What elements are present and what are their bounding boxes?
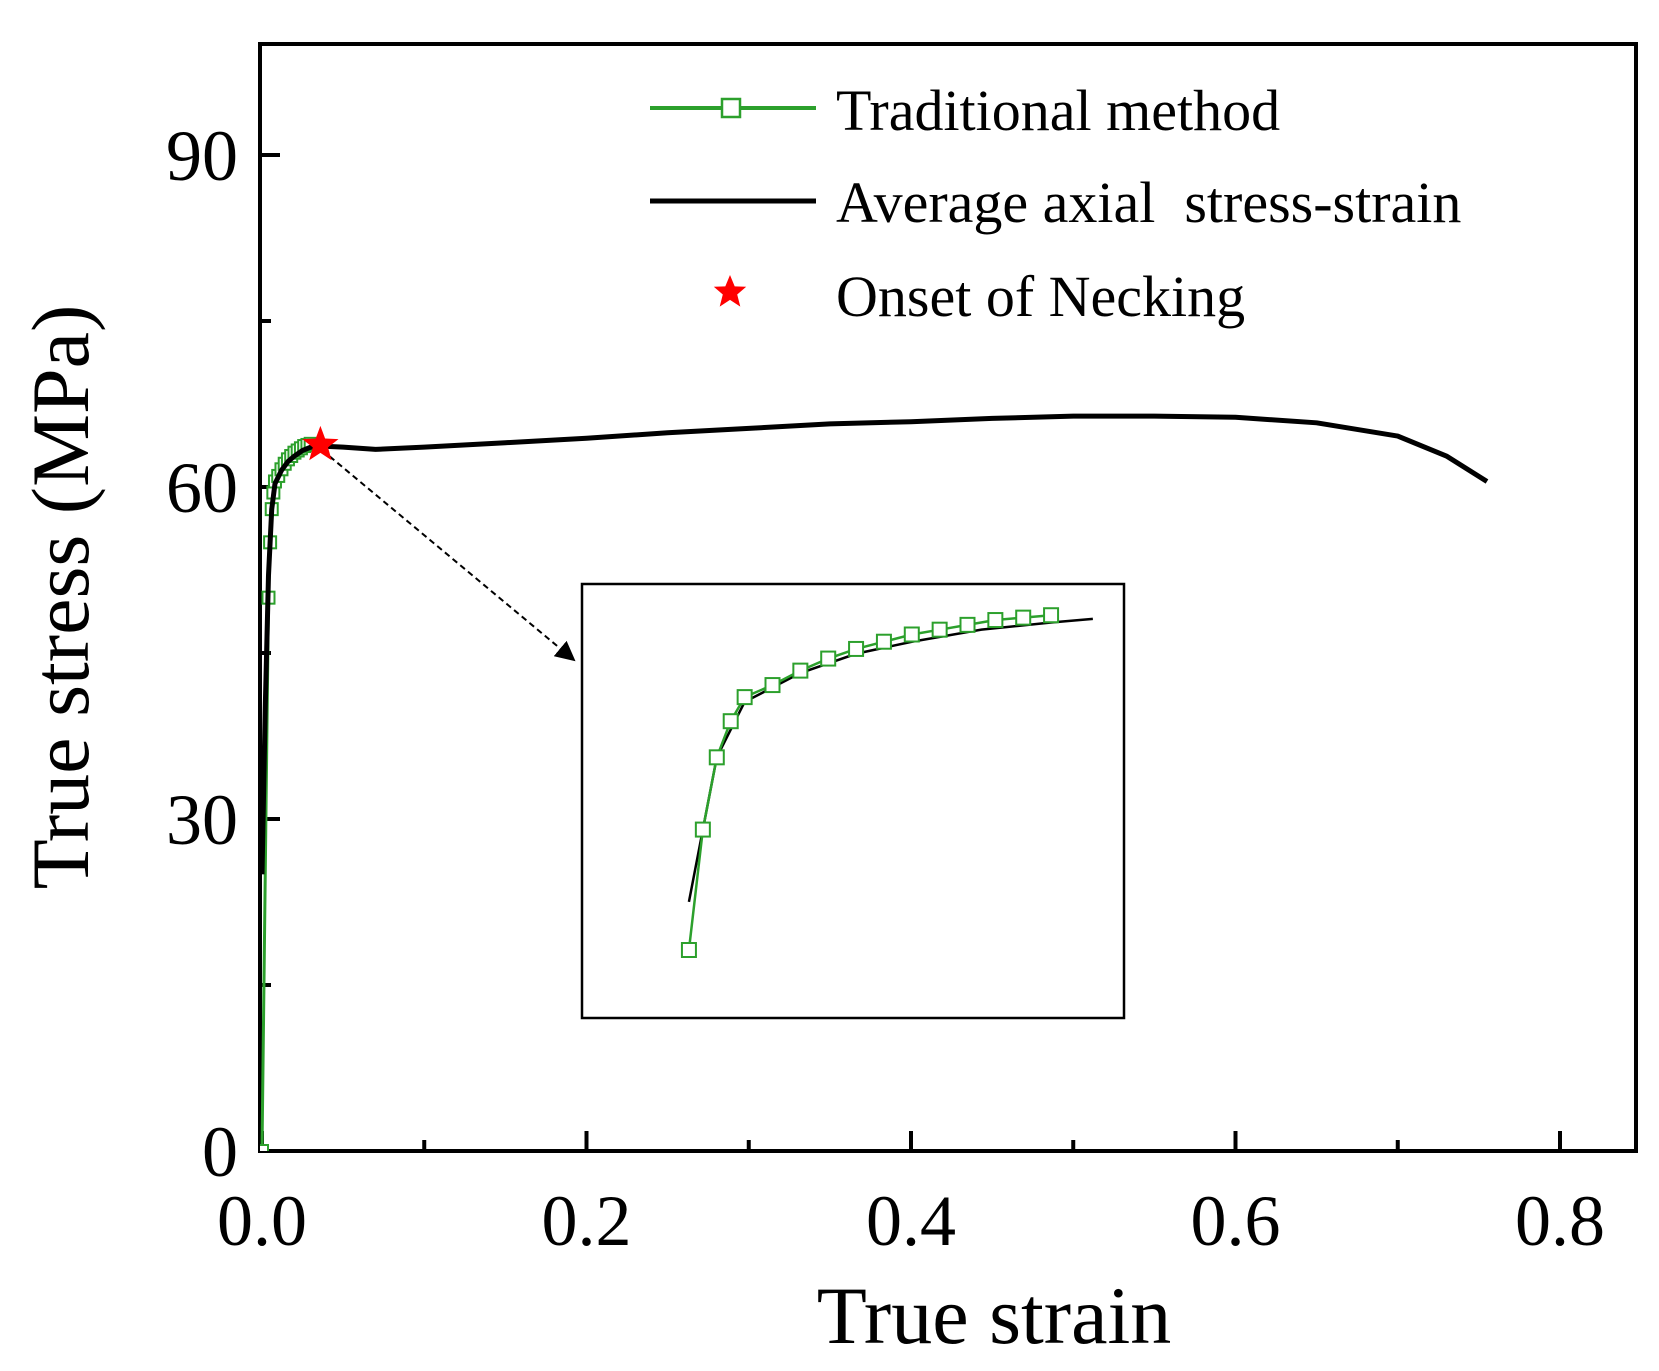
y-axis: 0 30 60 90 <box>166 116 280 1192</box>
onset-of-necking-star-icon <box>302 425 339 461</box>
inset-traditional-point <box>694 821 711 838</box>
inset-traditional-point <box>1015 609 1032 626</box>
inset-traditional-point <box>736 689 753 706</box>
series-layer <box>260 413 1489 1151</box>
inset <box>580 582 1126 1020</box>
inset-traditional-point <box>959 616 976 633</box>
x-tick-label: 0.2 <box>542 1181 632 1261</box>
average-axial-stress-strain-line <box>260 413 1489 875</box>
inset-traditional-point <box>708 749 725 766</box>
legend-necking-label: Onset of Necking <box>836 264 1245 329</box>
y-tick-label: 0 <box>202 1112 238 1192</box>
legend-average-label: Average axial stress-strain <box>836 170 1461 235</box>
inset-series-layer <box>680 607 1093 958</box>
inset-traditional-point <box>1043 607 1060 624</box>
legend-traditional-marker <box>720 97 742 119</box>
x-tick-label: 0.0 <box>217 1181 307 1261</box>
x-tick-label: 0.4 <box>866 1181 956 1261</box>
legend-necking-star-icon <box>713 275 747 307</box>
y-tick-label: 90 <box>166 116 238 196</box>
inset-traditional-point <box>931 621 948 638</box>
traditional-method-point <box>260 1144 269 1151</box>
x-axis: 0.0 0.2 0.4 0.6 0.8 <box>217 1131 1605 1261</box>
x-tick-label: 0.8 <box>1515 1181 1605 1261</box>
inset-traditional-line <box>687 613 1052 951</box>
inset-traditional-point <box>820 650 837 667</box>
necking-arrow <box>321 449 576 662</box>
x-tick-label: 0.6 <box>1191 1181 1281 1261</box>
inset-traditional-point <box>680 942 697 958</box>
y-axis-label: True stress (MPa) <box>15 305 106 890</box>
inset-traditional-point <box>764 677 781 694</box>
y-tick-label: 30 <box>166 780 238 860</box>
x-axis-label: True strain <box>817 1270 1172 1361</box>
inset-traditional-point <box>903 626 920 643</box>
inset-traditional-point <box>792 662 809 679</box>
inset-traditional-point <box>987 612 1004 629</box>
plot-frame <box>258 42 1638 1153</box>
y-tick-label: 60 <box>166 448 238 528</box>
legend: Traditional method Average axial stress-… <box>650 78 1461 329</box>
inset-traditional-point <box>848 640 865 657</box>
legend-traditional-label: Traditional method <box>836 78 1280 143</box>
inset-traditional-point <box>875 633 892 650</box>
inset-traditional-point <box>722 713 739 730</box>
